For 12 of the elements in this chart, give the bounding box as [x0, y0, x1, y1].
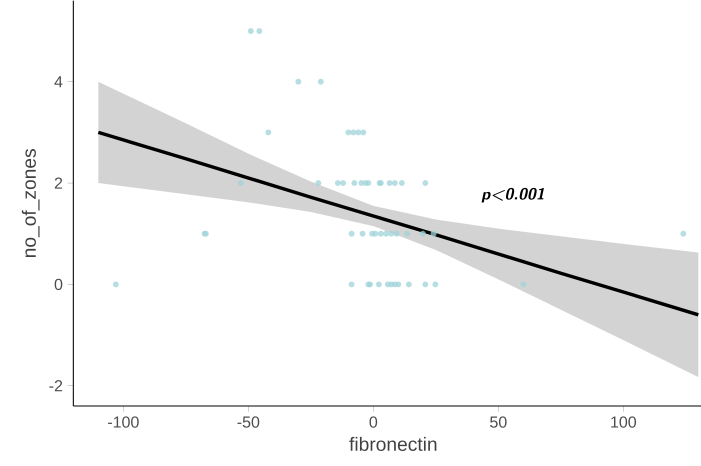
y-axis-title: no_of_zones — [22, 149, 40, 258]
y-tick-label: -2 — [49, 380, 62, 392]
y-tick-label: 2 — [54, 177, 62, 189]
x-tick-label: -50 — [237, 416, 260, 428]
x-tick-label: 50 — [490, 416, 507, 428]
x-tick-label: -100 — [108, 416, 139, 428]
annotation: p<0.001 — [482, 188, 544, 202]
x-tick-label: 100 — [611, 416, 636, 428]
x-axis-title: fibronectin — [349, 436, 436, 451]
y-tick-label: 0 — [54, 278, 62, 290]
y-tick-label: 4 — [54, 76, 62, 88]
x-tick-label: 0 — [370, 416, 378, 428]
